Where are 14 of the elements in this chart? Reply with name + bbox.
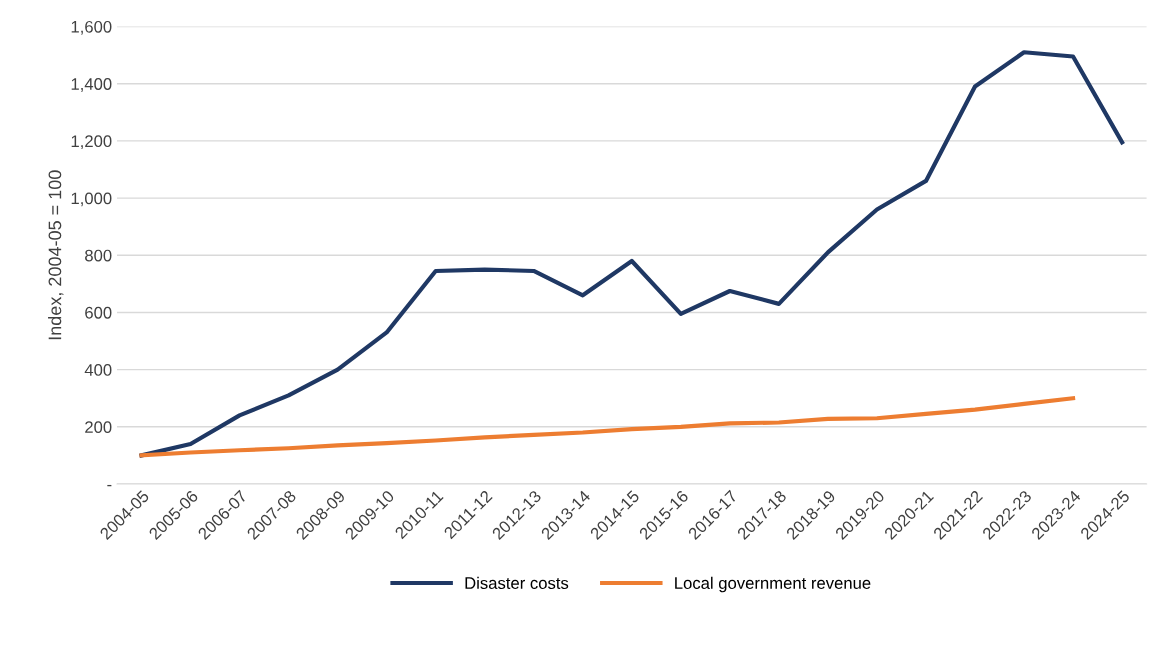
legend-label: Disaster costs — [465, 576, 569, 589]
y-tick-label: 1,600 — [71, 20, 112, 35]
y-tick-label: 800 — [85, 249, 112, 262]
legend-label: Local government revenue — [675, 576, 871, 593]
y-tick-label: 1,200 — [71, 135, 112, 150]
y-tick-label: 400 — [84, 364, 112, 376]
y-tick-label: 1,000 — [71, 192, 112, 207]
y-tick-label: 600 — [85, 306, 112, 319]
y-tick-label: 200 — [85, 421, 112, 434]
line-series — [139, 396, 1076, 458]
line-series — [139, 50, 1125, 458]
y-tick-label: 1,400 — [71, 78, 112, 92]
y-axis-title: Index, 2004-05 = 100 — [48, 170, 64, 340]
y-tick-label: - — [107, 484, 112, 487]
